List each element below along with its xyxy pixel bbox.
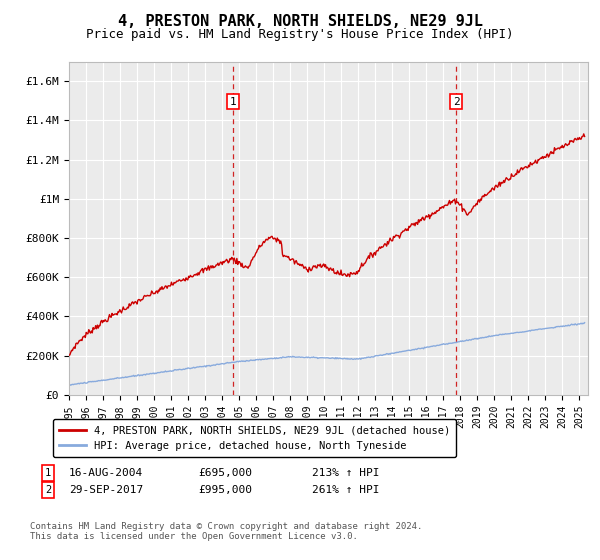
Text: 16-AUG-2004: 16-AUG-2004 xyxy=(69,468,143,478)
Legend: 4, PRESTON PARK, NORTH SHIELDS, NE29 9JL (detached house), HPI: Average price, d: 4, PRESTON PARK, NORTH SHIELDS, NE29 9JL… xyxy=(53,419,457,457)
Text: 261% ↑ HPI: 261% ↑ HPI xyxy=(312,485,380,495)
Text: Price paid vs. HM Land Registry's House Price Index (HPI): Price paid vs. HM Land Registry's House … xyxy=(86,28,514,41)
Text: Contains HM Land Registry data © Crown copyright and database right 2024.
This d: Contains HM Land Registry data © Crown c… xyxy=(30,522,422,542)
Text: 213% ↑ HPI: 213% ↑ HPI xyxy=(312,468,380,478)
Text: 4, PRESTON PARK, NORTH SHIELDS, NE29 9JL: 4, PRESTON PARK, NORTH SHIELDS, NE29 9JL xyxy=(118,14,482,29)
Text: 2: 2 xyxy=(453,96,460,106)
Text: 1: 1 xyxy=(45,468,51,478)
Text: £995,000: £995,000 xyxy=(198,485,252,495)
Text: 2: 2 xyxy=(45,485,51,495)
Text: 1: 1 xyxy=(229,96,236,106)
Text: £695,000: £695,000 xyxy=(198,468,252,478)
Text: 29-SEP-2017: 29-SEP-2017 xyxy=(69,485,143,495)
